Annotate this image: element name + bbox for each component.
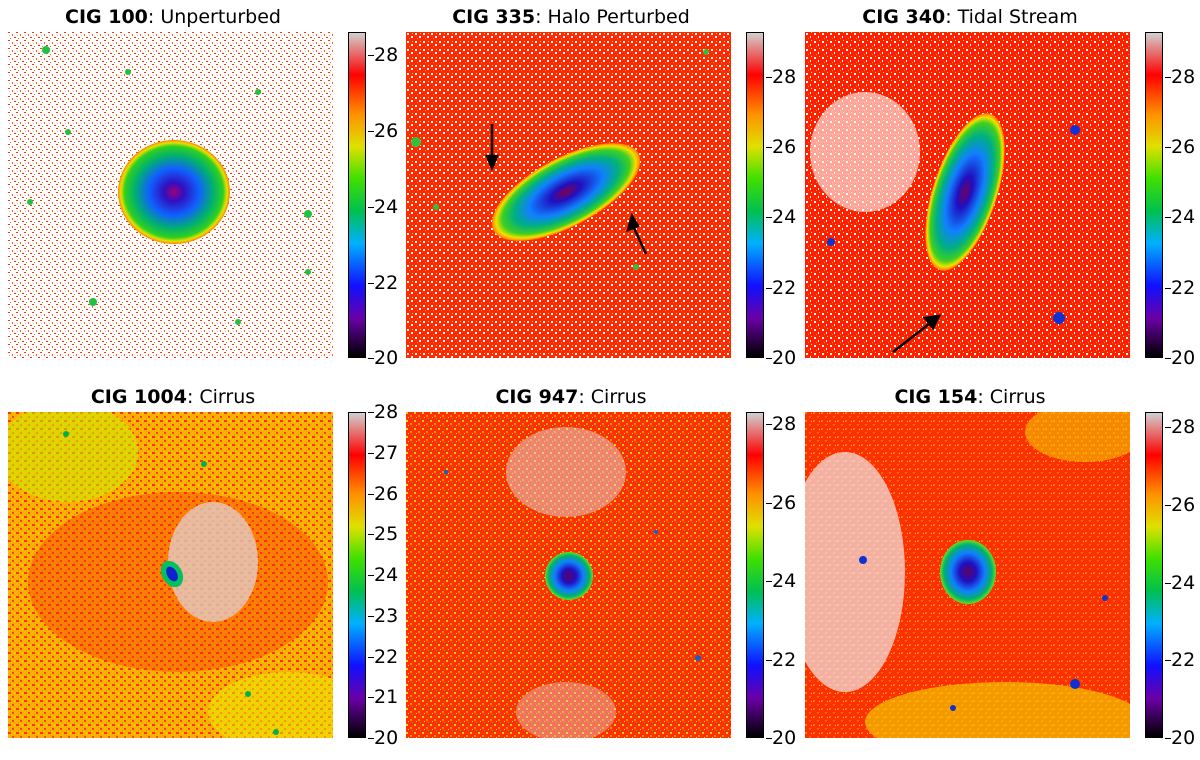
panel-cig-100: CIG 100: Unperturbed: [8, 4, 399, 368]
panel-title-name: CIG 1004: [90, 386, 187, 408]
galaxy-image: [805, 32, 1130, 358]
colorbar-tick: 20: [765, 347, 797, 369]
panel-title-label: : Halo Perturbed: [535, 6, 690, 28]
colorbar-tick: 24: [367, 196, 399, 218]
galaxy-image: [8, 32, 333, 358]
colorbar-tick: 21: [367, 686, 399, 708]
panel-title-label: : Cirrus: [578, 386, 647, 408]
colorbar-tick: 28: [367, 44, 399, 66]
panel-title-label: : Unperturbed: [147, 6, 281, 28]
panel-title: CIG 100: Unperturbed: [8, 6, 338, 28]
colorbar-tick: 26: [1164, 494, 1196, 516]
colorbar-tick: 26: [367, 120, 399, 142]
galaxy-image: [406, 32, 731, 358]
panel-title-label: : Cirrus: [977, 386, 1046, 408]
colorbar-tick: 26: [1164, 136, 1196, 158]
panel-title: CIG 340: Tidal Stream: [805, 6, 1135, 28]
panel-title-name: CIG 100: [65, 6, 148, 28]
colorbar: [348, 412, 366, 738]
colorbar-tick: 27: [367, 442, 399, 464]
colorbar-tick: 28: [765, 413, 797, 435]
panel-title-label: : Cirrus: [186, 386, 256, 408]
panel-title: CIG 335: Halo Perturbed: [406, 6, 736, 28]
panel-title-name: CIG 154: [894, 386, 978, 408]
panel-cig-154: CIG 154: Cirrus: [805, 384, 1195, 754]
colorbar-tick: 24: [1164, 572, 1196, 594]
colorbar-tick: 20: [367, 347, 399, 369]
panel-title-label: : Tidal Stream: [945, 6, 1078, 28]
colorbar-tick: 22: [765, 649, 797, 671]
colorbar-tick: 20: [367, 727, 399, 749]
panel-title-name: CIG 335: [452, 6, 536, 28]
panel-cig-947: CIG 947: Cirrus 28: [406, 384, 796, 754]
colorbar-tick: 20: [1164, 727, 1196, 749]
colorbar: [746, 32, 764, 358]
panel-title-name: CIG 340: [862, 6, 946, 28]
colorbar: [746, 412, 764, 738]
colorbar-tick: 26: [367, 483, 399, 505]
galaxy-image: [805, 412, 1130, 738]
colorbar-tick: 20: [765, 727, 797, 749]
panel-cig-340: CIG 340: Tidal Stream: [805, 4, 1196, 368]
colorbar-tick: 28: [1164, 416, 1196, 438]
colorbar-tick: 22: [367, 646, 399, 668]
colorbar-tick: 24: [765, 570, 797, 592]
colorbar-tick: 22: [765, 277, 797, 299]
colorbar: [1145, 412, 1163, 738]
panel-title: CIG 1004: Cirrus: [8, 386, 338, 408]
colorbar: [348, 32, 366, 358]
colorbar-tick: 28: [765, 66, 797, 88]
colorbar-tick: 23: [367, 605, 399, 627]
colorbar-tick: 22: [1164, 649, 1196, 671]
colorbar-tick: 26: [765, 492, 797, 514]
panel-cig-1004: CIG 1004: Cirrus 28 27 26 25 24: [8, 384, 398, 754]
colorbar-tick: 26: [765, 136, 797, 158]
colorbar-tick: 20: [1164, 347, 1196, 369]
colorbar-tick: 24: [367, 564, 399, 586]
galaxy-image: [406, 412, 731, 738]
colorbar-tick: 24: [1164, 206, 1196, 228]
colorbar-tick: 24: [765, 206, 797, 228]
colorbar-tick: 22: [367, 272, 399, 294]
colorbar-tick: 28: [1164, 66, 1196, 88]
colorbar-tick: 22: [1164, 277, 1196, 299]
panel-title: CIG 947: Cirrus: [406, 386, 736, 408]
colorbar: [1145, 32, 1163, 358]
panel-title: CIG 154: Cirrus: [805, 386, 1135, 408]
panel-title-name: CIG 947: [495, 386, 579, 408]
panel-cig-335: CIG 335: Halo Perturbed: [406, 4, 797, 368]
colorbar-tick: 28: [367, 401, 399, 423]
colorbar-tick: 25: [367, 523, 399, 545]
galaxy-image: [8, 412, 333, 738]
